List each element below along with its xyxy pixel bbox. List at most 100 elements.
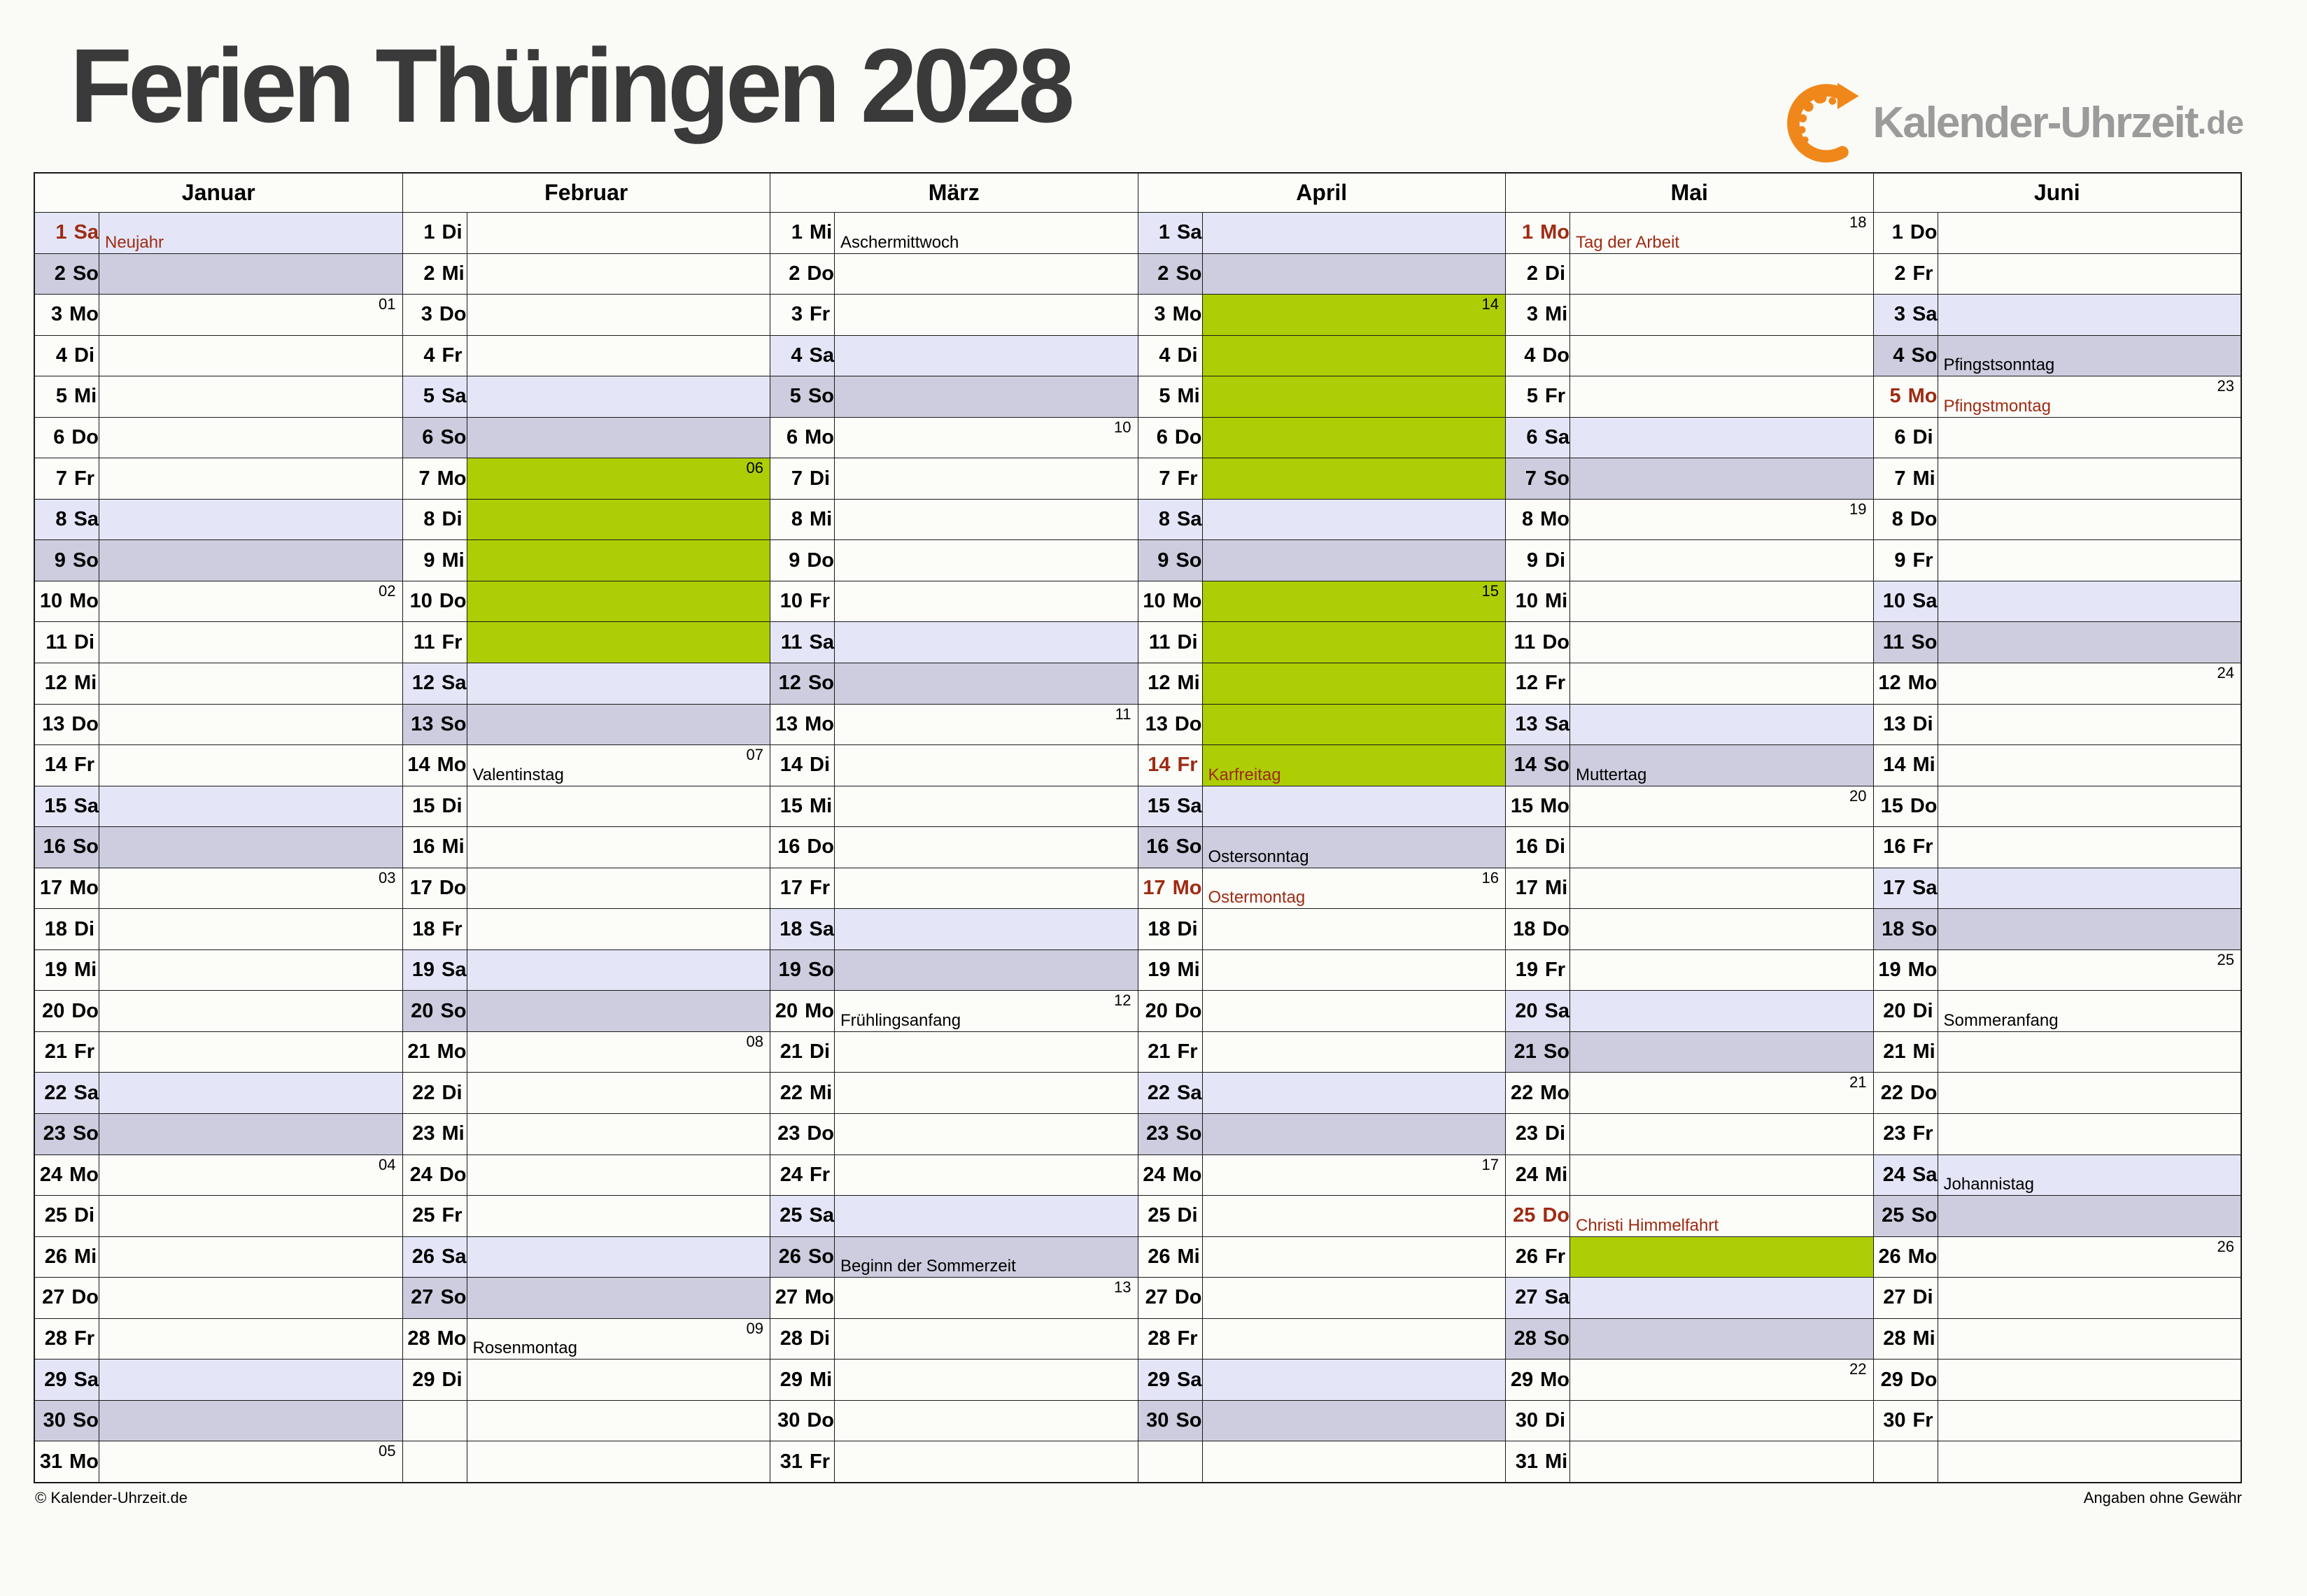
day-cell: 5 Sa [402, 376, 467, 417]
weekday-abbr: Mo [1172, 590, 1202, 613]
day-number: 6 [1156, 426, 1168, 449]
day-number: 7 [1159, 467, 1171, 490]
day-row-maerz-5: 5 So [770, 376, 1138, 418]
day-annotation [1938, 1031, 2241, 1073]
day-row-februar-27: 27 So [402, 1278, 770, 1319]
day-row-mai-11: 11 Do [1506, 622, 1873, 664]
day-number: 6 [1894, 426, 1906, 449]
weekday-abbr: Do [807, 835, 834, 859]
week-number: 16 [1481, 868, 1499, 887]
weekday-abbr: So [1176, 835, 1202, 859]
day-annotation: 04 [99, 1154, 402, 1196]
holiday-label: Rosenmontag [472, 1339, 577, 1358]
day-annotation [99, 1196, 402, 1236]
day-cell: 14 Mo [402, 745, 467, 786]
week-number: 24 [2217, 664, 2234, 682]
day-row-juni-7: 7 Mi [1873, 458, 2241, 500]
day-number: 14 [1514, 754, 1537, 777]
day-annotation [1938, 704, 2241, 745]
day-number: 10 [409, 590, 432, 613]
week-number: 26 [2217, 1237, 2234, 1255]
day-cell: 4 Di [35, 335, 99, 376]
weekday-abbr: Do [439, 1163, 467, 1186]
weekday-abbr: Mo [1907, 959, 1938, 982]
week-number: 14 [1481, 295, 1499, 313]
day-annotation [1938, 417, 2241, 458]
day-annotation [99, 1318, 402, 1360]
weekday-abbr: Mo [69, 1450, 99, 1473]
day-cell: 1 Sa [1138, 213, 1203, 253]
day-cell: 11 Fr [402, 622, 467, 663]
day-annotation [99, 704, 402, 745]
day-row-april-8: 8 Sa [1138, 499, 1505, 541]
day-row-februar-11: 11 Fr [402, 622, 770, 664]
day-number: 16 [1515, 835, 1538, 859]
day-row-januar-25: 25 Di [35, 1196, 402, 1237]
day-cell: 7 Mo [402, 458, 467, 499]
day-cell: 23 Do [770, 1114, 835, 1154]
day-number: 7 [1525, 467, 1537, 490]
day-annotation [1570, 827, 1873, 868]
day-cell: 22 Di [402, 1073, 467, 1114]
day-annotation [835, 1360, 1138, 1400]
day-number: 11 [413, 630, 435, 654]
day-number: 4 [423, 344, 435, 367]
day-number: 30 [777, 1409, 800, 1432]
day-cell: 8 Do [1873, 499, 1938, 540]
day-annotation [1570, 335, 1873, 376]
day-row-januar-6: 6 Do [35, 417, 402, 459]
day-cell: 28 Fr [1138, 1318, 1203, 1360]
weekday-abbr: Mo [69, 1163, 99, 1186]
day-row-februar-16: 16 Mi [402, 827, 770, 868]
day-number: 17 [39, 877, 63, 900]
weekday-abbr: Mi [810, 221, 833, 244]
day-number: 1 [1521, 221, 1534, 244]
day-annotation [835, 745, 1138, 786]
day-cell: 21 Mi [1873, 1031, 1938, 1073]
day-annotation [1570, 417, 1873, 458]
day-number: 24 [409, 1163, 432, 1186]
day-cell: 20 Do [1138, 991, 1203, 1031]
day-number: 29 [44, 1368, 67, 1391]
day-cell: 25 Di [1138, 1196, 1203, 1236]
day-row-maerz-4: 4 Sa [770, 335, 1138, 377]
day-number: 19 [411, 959, 435, 982]
day-annotation [467, 213, 770, 253]
day-cell: 11 Do [1506, 622, 1570, 663]
day-cell [1138, 1441, 1203, 1482]
day-cell: 6 Sa [1506, 417, 1570, 458]
weekday-abbr: Di [442, 508, 463, 531]
day-annotation: 21 [1570, 1073, 1873, 1114]
weekday-abbr: Do [1910, 794, 1938, 817]
day-number: 22 [44, 1081, 67, 1104]
day-number: 12 [1515, 672, 1538, 695]
weekday-abbr: Sa [809, 917, 834, 940]
week-number: 21 [1849, 1073, 1867, 1092]
month-column-februar: Februar 1 Di 2 Mi 3 Do 4 Fr 5 Sa 6 So 7 Mo 06 8 Di 9 Mi 10 Do… [402, 174, 770, 1482]
weekday-abbr: Fr [74, 754, 94, 777]
day-row-juni-20: 20 Di Sommeranfang [1873, 991, 2241, 1032]
day-cell: 14 Fr [35, 745, 99, 786]
weekday-abbr: Di [442, 221, 463, 244]
day-number: 19 [1515, 959, 1538, 982]
day-annotation: 13 [835, 1278, 1138, 1318]
weekday-abbr: Di [1545, 1122, 1565, 1145]
day-cell: 28 Mo [402, 1318, 467, 1360]
weekday-abbr: Mi [1912, 1327, 1935, 1350]
day-annotation [1938, 1114, 2241, 1154]
day-cell: 17 Fr [770, 868, 835, 909]
day-cell: 29 Di [402, 1360, 467, 1400]
day-annotation [1570, 1154, 1873, 1196]
day-cell: 28 Mi [1873, 1318, 1938, 1360]
day-row-juni-28: 28 Mi [1873, 1318, 2241, 1360]
day-cell: 19 Mi [1138, 949, 1203, 991]
day-cell: 29 Mi [770, 1360, 835, 1400]
day-annotation [1202, 1114, 1505, 1154]
day-annotation [1570, 909, 1873, 949]
day-annotation [99, 745, 402, 786]
day-cell: 26 Fr [1506, 1236, 1570, 1278]
day-annotation [467, 1278, 770, 1318]
weekday-abbr: Mi [1545, 303, 1568, 326]
day-cell: 8 Mi [770, 499, 835, 540]
day-row-maerz-7: 7 Di [770, 458, 1138, 500]
